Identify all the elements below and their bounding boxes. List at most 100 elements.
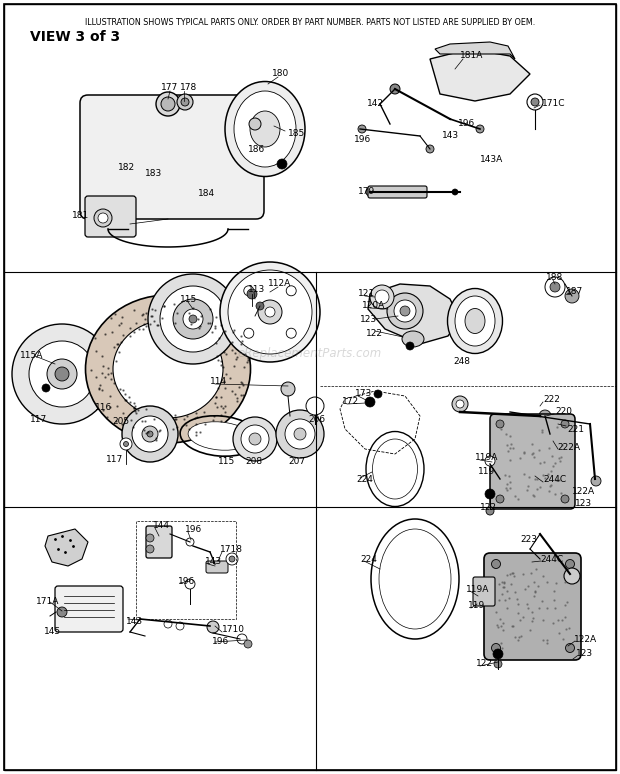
- FancyBboxPatch shape: [206, 561, 228, 573]
- Text: 177: 177: [161, 84, 179, 93]
- Circle shape: [146, 545, 154, 553]
- Ellipse shape: [373, 439, 417, 499]
- Text: 114: 114: [210, 376, 227, 385]
- Text: 113: 113: [248, 285, 265, 293]
- Text: 244C: 244C: [540, 554, 563, 563]
- Circle shape: [485, 489, 495, 499]
- Circle shape: [161, 97, 175, 111]
- Ellipse shape: [465, 309, 485, 334]
- Text: 122: 122: [480, 504, 497, 512]
- Text: 221: 221: [567, 424, 584, 433]
- Circle shape: [374, 390, 382, 398]
- Text: 223: 223: [520, 535, 537, 543]
- Circle shape: [249, 118, 261, 130]
- Text: 116: 116: [95, 403, 112, 413]
- Circle shape: [226, 553, 238, 565]
- Circle shape: [561, 420, 569, 428]
- Text: 205: 205: [112, 416, 129, 426]
- Circle shape: [591, 476, 601, 486]
- Circle shape: [476, 125, 484, 133]
- Circle shape: [406, 342, 414, 350]
- Circle shape: [122, 406, 178, 462]
- Text: 144: 144: [153, 522, 170, 530]
- Circle shape: [120, 438, 132, 450]
- Circle shape: [256, 302, 264, 310]
- FancyBboxPatch shape: [484, 553, 581, 660]
- FancyBboxPatch shape: [473, 577, 495, 606]
- Ellipse shape: [225, 81, 305, 176]
- Text: 143A: 143A: [480, 156, 503, 165]
- Polygon shape: [430, 49, 530, 101]
- Text: 119: 119: [468, 601, 485, 611]
- Circle shape: [29, 341, 95, 407]
- Circle shape: [565, 560, 575, 568]
- Circle shape: [249, 433, 261, 445]
- Text: 117: 117: [30, 415, 47, 423]
- Text: 115: 115: [180, 294, 197, 303]
- Circle shape: [220, 262, 320, 362]
- Text: 119A: 119A: [475, 454, 498, 463]
- Circle shape: [387, 293, 423, 329]
- FancyBboxPatch shape: [85, 196, 136, 237]
- Circle shape: [42, 384, 50, 392]
- Text: 122: 122: [366, 328, 383, 337]
- Text: 1710: 1710: [222, 625, 245, 635]
- Circle shape: [486, 507, 494, 515]
- Circle shape: [496, 495, 504, 503]
- FancyBboxPatch shape: [55, 586, 123, 632]
- Circle shape: [247, 289, 257, 299]
- Circle shape: [244, 640, 252, 648]
- Ellipse shape: [455, 296, 495, 346]
- Circle shape: [306, 397, 324, 415]
- Circle shape: [390, 84, 400, 94]
- Text: 196: 196: [458, 119, 476, 128]
- Ellipse shape: [86, 295, 250, 443]
- Circle shape: [233, 417, 277, 461]
- Text: 181: 181: [72, 211, 89, 221]
- Text: 186: 186: [248, 145, 265, 153]
- Circle shape: [375, 290, 389, 304]
- Circle shape: [285, 419, 315, 449]
- Text: 187: 187: [566, 286, 583, 296]
- Text: 115A: 115A: [20, 351, 43, 361]
- Text: 123: 123: [575, 499, 592, 509]
- Text: 121: 121: [358, 289, 375, 299]
- Circle shape: [132, 416, 168, 452]
- Circle shape: [286, 286, 296, 296]
- Text: ILLUSTRATION SHOWS TYPICAL PARTS ONLY. ORDER BY PART NUMBER. PARTS NOT LISTED AR: ILLUSTRATION SHOWS TYPICAL PARTS ONLY. O…: [85, 18, 535, 27]
- Text: 196: 196: [354, 135, 371, 143]
- Circle shape: [550, 282, 560, 292]
- Ellipse shape: [402, 331, 424, 347]
- Circle shape: [492, 643, 500, 652]
- Text: 182: 182: [118, 163, 135, 172]
- Text: 142: 142: [367, 100, 384, 108]
- Circle shape: [177, 94, 193, 110]
- Circle shape: [365, 397, 375, 407]
- Circle shape: [241, 425, 269, 453]
- Text: 220: 220: [555, 407, 572, 416]
- Circle shape: [258, 300, 282, 324]
- FancyBboxPatch shape: [146, 526, 172, 558]
- FancyBboxPatch shape: [538, 435, 562, 451]
- Text: 196: 196: [185, 526, 202, 535]
- Circle shape: [55, 367, 69, 381]
- Circle shape: [237, 634, 247, 644]
- Text: 183: 183: [145, 170, 162, 179]
- Text: 185: 185: [288, 129, 305, 139]
- Polygon shape: [45, 529, 88, 566]
- Text: 178: 178: [180, 84, 197, 93]
- Circle shape: [156, 92, 180, 116]
- Circle shape: [164, 620, 172, 628]
- Bar: [136, 521, 236, 619]
- Text: 122A: 122A: [572, 488, 595, 496]
- Ellipse shape: [448, 289, 502, 354]
- Text: 145: 145: [44, 626, 61, 635]
- Text: 171A: 171A: [36, 597, 60, 605]
- Text: 171C: 171C: [542, 98, 565, 108]
- Text: 122A: 122A: [574, 635, 597, 643]
- Circle shape: [244, 328, 254, 338]
- Text: 179: 179: [358, 187, 375, 196]
- Circle shape: [394, 300, 416, 322]
- Text: VIEW 3 of 3: VIEW 3 of 3: [30, 30, 120, 44]
- Circle shape: [456, 400, 464, 408]
